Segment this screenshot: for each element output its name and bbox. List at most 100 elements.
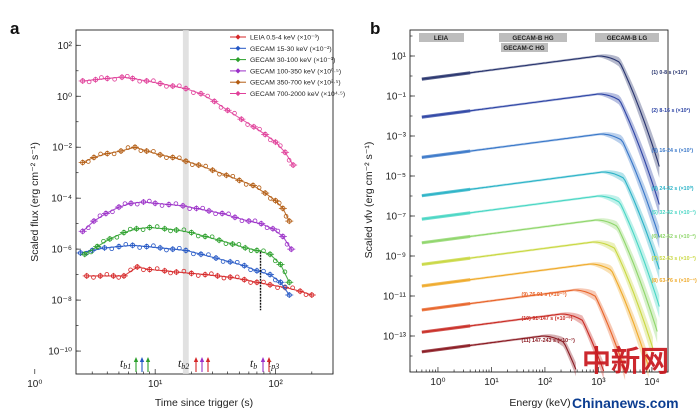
data-point [173,269,179,275]
data-point [209,234,215,240]
data-point [248,267,253,273]
spectrum-9: (10) 91-147 s (×10⁻⁶) [421,312,605,380]
legend-entry: GECAM 15-30 keV (×10⁻²) [250,46,332,53]
data-point [111,151,117,157]
data-point [114,234,120,240]
data-point [168,228,173,234]
plot-a-frame [75,29,334,375]
data-point [141,267,146,273]
data-point [84,273,90,279]
data-point [190,162,195,167]
data-point [97,213,103,219]
legend-marker [235,90,241,97]
data-point [133,226,140,232]
data-point [91,154,97,160]
extrapolation-dash [470,253,501,259]
y-tick-label: 10⁻³ [386,132,406,143]
data-point [144,78,150,84]
data-point [128,267,133,273]
data-point [297,288,303,294]
data-point [134,201,140,207]
data-point [282,284,288,290]
spectrum-label: (5) 32-42 s (×10⁻¹) [651,210,696,216]
data-point [216,237,222,243]
data-point [267,251,273,257]
data-point [239,218,245,224]
spectrum-label: (6) 42-52 s (×10⁻²) [651,234,696,240]
data-point [272,277,278,283]
data-point [267,272,273,278]
data-point [91,275,96,280]
legend-marker [235,57,241,63]
data-point [262,190,268,196]
data-point [128,200,134,206]
data-point [218,105,224,110]
extrapolation-dash [470,299,501,305]
data-point [116,275,121,280]
legend-entry: GECAM 700-2000 keV (×10⁴·⁵) [250,91,345,98]
data-point [177,83,182,89]
data-point [98,151,103,157]
data-point [270,226,276,232]
data-point [206,208,212,214]
data-point [147,224,153,231]
data-point [188,270,194,276]
data-point [245,122,250,127]
time-arrow-head [266,357,272,362]
data-point [198,91,204,97]
data-point [157,80,163,87]
data-point [99,75,104,80]
data-point [164,247,169,253]
spectrum-10: (11) 147-243 s (×10⁻⁷) [421,334,577,377]
data-point [273,198,279,204]
data-point [275,228,281,234]
data-point [104,272,110,277]
time-arrow-head [205,357,211,362]
data-point [264,225,270,231]
data-point [191,251,196,257]
data-point [177,155,182,161]
leia-data-segment [421,149,471,159]
data-point [137,78,142,84]
data-point [147,198,152,204]
data-point [273,139,279,145]
spectrum-curve [421,313,605,372]
data-point [246,218,252,224]
spectrum-4: (5) 32-42 s (×10⁻¹) [421,194,696,318]
x-tick-label: 10⁴ [644,377,659,388]
data-point [275,285,280,290]
data-point [284,241,290,247]
extrapolation-dash [470,232,501,237]
data-point [181,268,187,274]
data-point [252,218,258,224]
data-point [288,246,294,252]
band-gecam-b-lg-box [595,33,659,42]
spectrum-7: (8) 63-76 s (×10⁻⁴) [421,262,697,378]
x-axis-label-energy: Energy (keV) [509,397,570,409]
data-point [193,205,199,211]
data-point [80,228,86,234]
x-tick-label: 10³ [591,377,606,388]
data-point [227,274,233,280]
marker-tb: tb [250,358,257,371]
data-point [88,249,94,255]
data-point [262,131,268,138]
data-point [230,173,236,179]
data-point [144,148,150,154]
data-point [227,259,233,265]
band-gecam-b-hg-box [499,33,567,42]
data-point [209,271,214,277]
data-point [102,245,108,251]
data-point [223,241,229,246]
y-tick-label: 10⁻⁸ [51,296,72,307]
data-point [286,279,292,285]
data-point [303,292,309,297]
leia-data-segment [421,109,471,119]
y-tick-label: 10⁻⁴ [51,194,72,205]
y-tick-label: 10⁻⁷ [386,212,406,223]
data-point [267,282,273,288]
data-point [205,93,210,99]
y-tick-label: 10⁻¹³ [383,332,407,343]
y-tick-label: 10⁻² [52,143,72,154]
